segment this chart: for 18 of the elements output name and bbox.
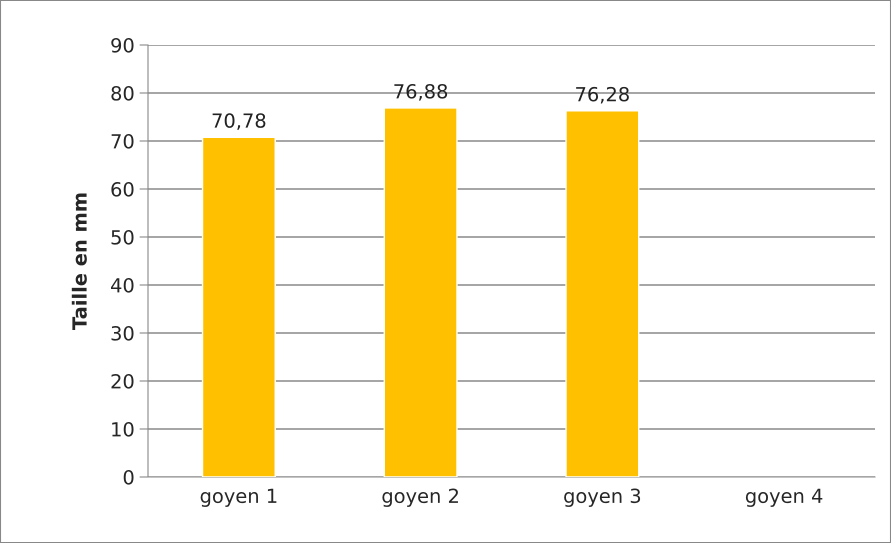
y-tick-label: 40 (111, 278, 134, 293)
y-axis-title: Taille en mm (72, 193, 87, 330)
y-tick-label: 70 (112, 134, 134, 149)
y-tick-label: 80 (111, 86, 134, 101)
x-tick-label: goyen 3 (564, 488, 640, 507)
y-tick-label: 20 (111, 374, 134, 389)
x-tick-label: goyen 1 (200, 488, 276, 507)
y-tick-label: 50 (112, 230, 134, 245)
y-tick-label: 60 (111, 182, 134, 197)
data-label: 76,88 (394, 84, 448, 101)
data-label: 76,28 (576, 86, 629, 104)
x-tick-label: goyen 2 (382, 488, 458, 507)
x-tick-label: goyen 4 (746, 488, 822, 507)
data-label: 70,78 (212, 113, 266, 130)
y-tick-label: 0 (124, 470, 134, 485)
y-tick-label: 30 (112, 326, 134, 341)
y-tick-label: 90 (111, 38, 134, 53)
y-tick-label: 10 (112, 422, 134, 437)
